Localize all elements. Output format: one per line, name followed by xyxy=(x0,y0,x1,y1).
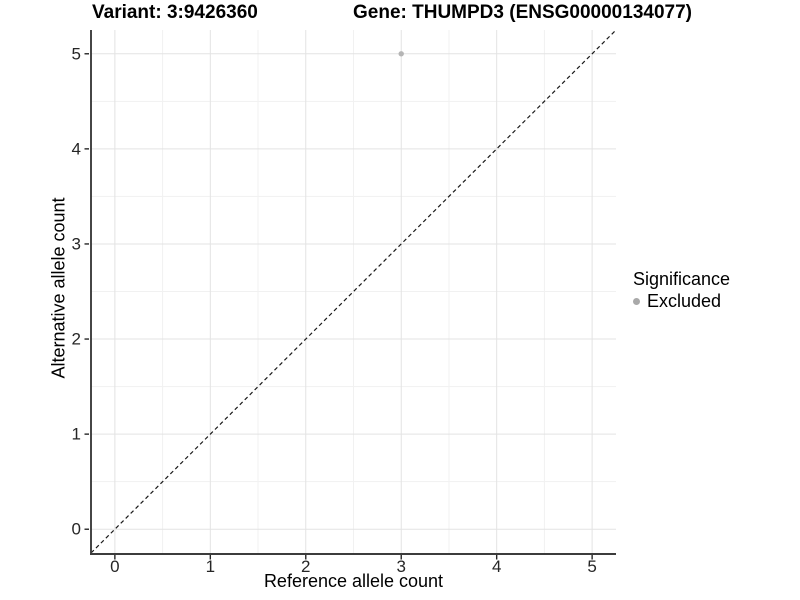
plot-title-variant: Variant: 3:9426360 xyxy=(92,2,258,23)
y-tick-label: 2 xyxy=(72,330,81,349)
legend-item-excluded: Excluded xyxy=(633,292,793,310)
x-axis-title: Reference allele count xyxy=(263,571,444,591)
x-tick-label: 4 xyxy=(492,557,501,576)
x-tick-label: 3 xyxy=(396,557,405,576)
legend: Significance Excluded xyxy=(633,269,793,310)
excluded-point-icon xyxy=(633,297,640,305)
x-tick-label: 0 xyxy=(110,557,119,576)
y-tick-label: 1 xyxy=(72,425,81,444)
y-axis-title: Alternative allele count xyxy=(48,197,69,379)
x-tick-label: 1 xyxy=(206,557,215,576)
y-tick-label: 0 xyxy=(72,520,81,539)
x-tick-label: 2 xyxy=(301,557,310,576)
x-tick-label: 5 xyxy=(587,557,596,576)
y-tick-label: 3 xyxy=(72,234,81,253)
y-tick-label: 5 xyxy=(72,44,81,63)
y-tick-label: 4 xyxy=(72,139,81,158)
legend-item-label: Excluded xyxy=(647,291,722,311)
legend-title: Significance xyxy=(633,269,731,289)
plot-title-gene: Gene: THUMPD3 (ENSG00000134077) xyxy=(353,2,692,23)
identity-reference-line xyxy=(90,29,617,554)
data-point xyxy=(398,51,404,57)
